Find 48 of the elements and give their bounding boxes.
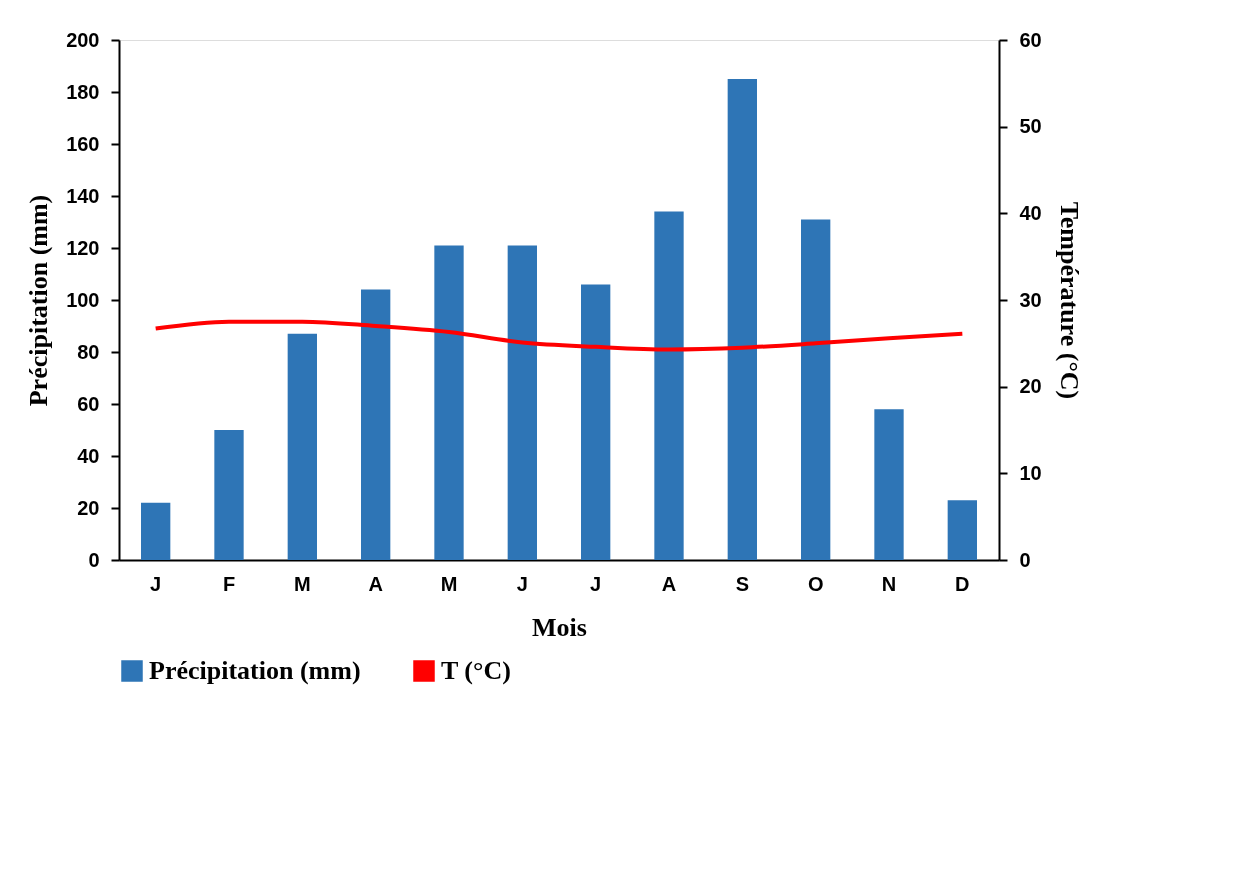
y-axis-title: Précipitation (mm)	[24, 194, 54, 407]
y-tick-label: 200	[66, 28, 100, 51]
y2-tick-label: 0	[1019, 548, 1031, 571]
y2-tick-label: 10	[1019, 461, 1042, 484]
y2-tick-label: 20	[1019, 375, 1042, 398]
x-tick-label: F	[222, 572, 236, 595]
y-tick-label: 180	[66, 80, 100, 103]
y-tick-label: 20	[77, 496, 100, 519]
bar	[287, 333, 317, 560]
y-tick-label: 0	[88, 548, 100, 571]
x-tick-label: J	[150, 572, 162, 595]
line-series	[153, 319, 965, 352]
x-tick-label: A	[368, 572, 383, 595]
x-tick-label: O	[807, 572, 824, 595]
y2-tick-label: 30	[1019, 288, 1042, 311]
y-tick-label: 100	[66, 288, 100, 311]
bar	[434, 245, 464, 560]
bar	[801, 219, 831, 560]
bar	[947, 500, 977, 560]
bar	[581, 284, 611, 560]
y-tick-label: 80	[77, 340, 100, 363]
bar	[507, 245, 537, 560]
y-tick-label: 40	[77, 444, 100, 467]
x-tick-label: D	[955, 572, 970, 595]
y-tick-label: 120	[66, 236, 100, 259]
x-tick-label: M	[294, 572, 311, 595]
x-axis-title: Mois	[532, 612, 587, 642]
bar	[141, 502, 171, 560]
x-tick-label: A	[661, 572, 677, 595]
bar	[214, 430, 244, 560]
bar	[654, 211, 684, 560]
y2-axis-title: Température (°C)	[1054, 201, 1084, 400]
x-tick-label: J	[516, 572, 528, 595]
x-tick-label: N	[881, 572, 897, 595]
y2-tick-label: 40	[1019, 201, 1042, 224]
x-tick-label: M	[440, 572, 458, 595]
legend-label: T (°C)	[441, 656, 511, 685]
x-tick-label: J	[590, 572, 602, 595]
y2-tick-label: 60	[1019, 28, 1042, 51]
y-tick-label: 60	[77, 392, 100, 415]
bar	[727, 79, 757, 560]
legend-label: Précipitation (mm)	[149, 656, 361, 685]
x-tick-label: S	[735, 572, 750, 595]
bar	[874, 409, 904, 560]
y-tick-label: 140	[66, 184, 100, 207]
y-tick-label: 160	[66, 132, 100, 155]
bar	[361, 289, 391, 560]
y2-tick-label: 50	[1019, 115, 1042, 138]
